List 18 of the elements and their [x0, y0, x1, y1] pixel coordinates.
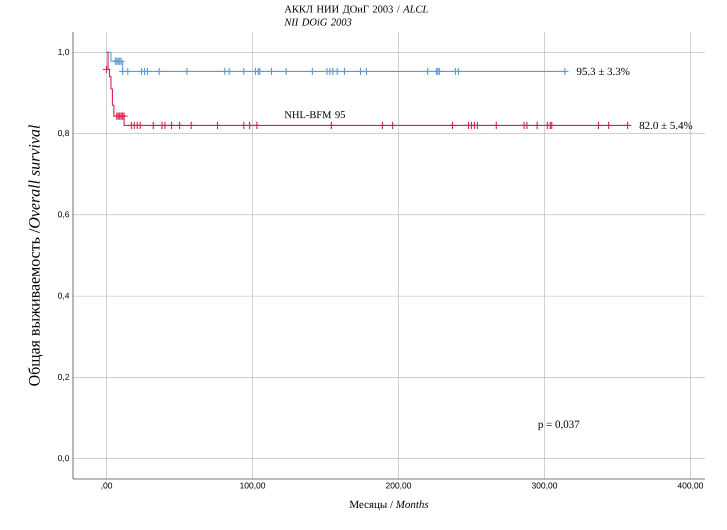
x-axis-title: Месяцы / Months — [350, 500, 428, 510]
y-tick-label: 0,0 — [58, 455, 70, 462]
x-tick-label: 100,00 — [240, 482, 266, 490]
x-tick-label: ,00 — [101, 482, 112, 490]
annotation: 95.3 ± 3.3% — [576, 68, 630, 76]
x-tick-label: 300,00 — [532, 482, 558, 490]
y-tick-label: 0,2 — [58, 374, 70, 381]
y-axis-title: Общая выживаемость /Overall survival — [28, 124, 43, 386]
y-tick-label: 0,6 — [58, 211, 70, 218]
y-tick-label: 0,4 — [58, 292, 70, 300]
text: АККЛ НИИ ДОиГ 2003 / ALCL NII DOiG 2003 — [284, 6, 428, 26]
annotation: p = 0,037 — [538, 420, 580, 430]
y-tick-label: 1,0 — [58, 48, 70, 56]
x-tick-label: 400,00 — [678, 482, 704, 490]
y-tick-label: 0,8 — [58, 130, 70, 138]
annotation: 82.0 ± 5.4% — [640, 122, 692, 130]
x-tick-label: 200,00 — [386, 482, 412, 490]
series-label: NHL-BFM 95 — [284, 111, 345, 118]
